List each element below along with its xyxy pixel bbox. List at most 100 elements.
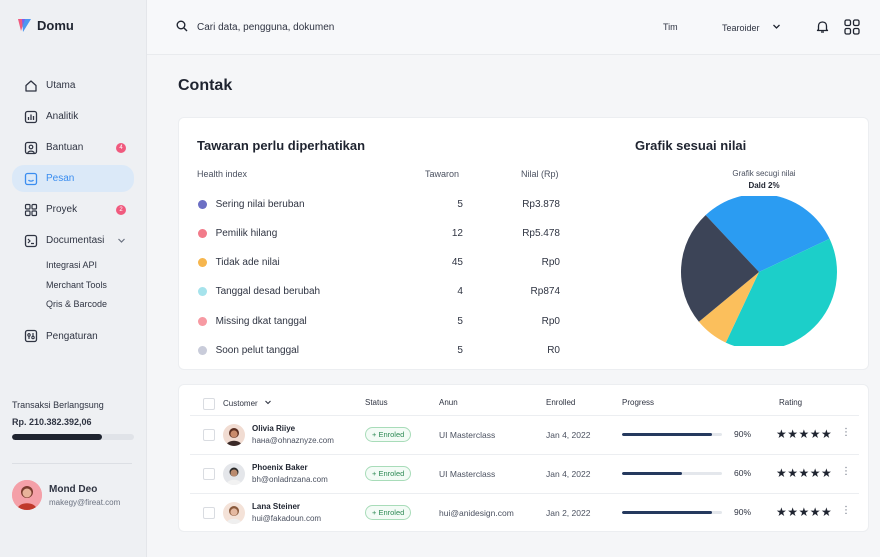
row-value: Rp0 bbox=[541, 256, 560, 268]
legend-dot bbox=[198, 286, 207, 296]
table-row[interactable]: Phoenix Baker bh@onladnzana.com + Enrole… bbox=[179, 455, 869, 493]
pie-slice-1[interactable] bbox=[725, 238, 837, 346]
list-item[interactable]: Pemilik hilang 12 Rp5.478 bbox=[198, 223, 560, 243]
pie-slice-3[interactable] bbox=[681, 215, 759, 322]
customer-name: Olivia Riiye bbox=[252, 424, 296, 433]
avatar bbox=[12, 480, 42, 510]
offers-title: Tawaran perlu diperhatikan bbox=[197, 138, 366, 153]
divider bbox=[190, 415, 859, 416]
domu-logo-icon bbox=[18, 19, 31, 32]
avatar bbox=[223, 463, 245, 485]
row-label: Missing dkat tanggal bbox=[215, 315, 307, 327]
column-header-anun: Anun bbox=[439, 398, 458, 407]
more-vertical-icon[interactable]: ⋮ bbox=[841, 505, 851, 516]
row-count: 5 bbox=[457, 344, 463, 356]
chevron-down-icon bbox=[772, 22, 781, 33]
list-item[interactable]: Soon pelut tanggal 5 R0 bbox=[198, 340, 560, 360]
account-name: Tearoider bbox=[722, 22, 760, 33]
sidebar-item-pesan[interactable]: Pesan bbox=[12, 165, 134, 192]
sidebar-item-label: Documentasi bbox=[46, 235, 105, 246]
divider bbox=[190, 493, 859, 494]
status-badge: + Enroled bbox=[365, 466, 412, 481]
team-link[interactable]: Tim bbox=[663, 22, 678, 32]
pie-chart[interactable] bbox=[679, 196, 839, 346]
row-value: R0 bbox=[547, 344, 560, 356]
sidebar-item-proyek[interactable]: Proyek 2 bbox=[12, 196, 134, 223]
column-header-customer[interactable]: Customer bbox=[223, 398, 272, 408]
column-header-progress: Progress bbox=[622, 398, 655, 407]
chevron-down-icon[interactable] bbox=[117, 236, 126, 248]
list-item[interactable]: Missing dkat tanggal 5 Rp0 bbox=[198, 311, 560, 331]
row-label: Tanggal desad berubah bbox=[215, 285, 321, 297]
more-vertical-icon[interactable]: ⋮ bbox=[841, 466, 851, 477]
account-menu[interactable]: Tearoider bbox=[722, 22, 781, 33]
more-vertical-icon[interactable]: ⋮ bbox=[841, 427, 851, 438]
row-count: 5 bbox=[457, 315, 463, 327]
progress-bar bbox=[622, 433, 722, 436]
row-value: Rp874 bbox=[530, 285, 560, 297]
bell-icon[interactable] bbox=[815, 19, 830, 37]
avatar bbox=[223, 502, 245, 524]
search-bar[interactable]: Cari data, pengguna, dokumen bbox=[176, 20, 334, 35]
rating-stars[interactable]: ★★★★★ bbox=[776, 505, 833, 519]
row-checkbox[interactable] bbox=[203, 429, 215, 441]
row-count: 4 bbox=[457, 285, 463, 297]
row-count: 5 bbox=[457, 198, 463, 210]
customer-name: Phoenix Baker bbox=[252, 463, 308, 472]
pie-slice-0[interactable] bbox=[705, 196, 830, 272]
logo[interactable]: Domu bbox=[17, 17, 74, 33]
subnav-item-qris-barcode[interactable]: Qris & Barcode bbox=[46, 299, 108, 309]
chart-icon bbox=[23, 109, 38, 124]
topbar: Cari data, pengguna, dokumen Tim Tearoid… bbox=[147, 0, 880, 55]
table-row[interactable]: Lana Steiner hui@fakadoun.com + Enroled … bbox=[179, 494, 869, 532]
customer-email: hана@ohnaznyze.com bbox=[252, 436, 334, 445]
list-item[interactable]: Tanggal desad berubah 4 Rp874 bbox=[198, 281, 560, 301]
checkbox[interactable] bbox=[203, 398, 215, 410]
rating-stars[interactable]: ★★★★★ bbox=[776, 427, 833, 441]
sidebar-item-utama[interactable]: Utama bbox=[12, 72, 134, 99]
sidebar-item-documentasi[interactable]: Documentasi bbox=[12, 227, 134, 254]
progress-fill bbox=[622, 472, 682, 475]
app-name: Domu bbox=[37, 17, 74, 33]
divider bbox=[12, 463, 132, 464]
message-icon bbox=[23, 171, 38, 186]
rating-stars[interactable]: ★★★★★ bbox=[776, 466, 833, 480]
sidebar-nav: Utama Analitik Bantuan 4 Pesan Proyek bbox=[12, 72, 134, 354]
enrolled-date: Jan 2, 2022 bbox=[546, 508, 591, 518]
sidebar-item-label: Pengaturan bbox=[46, 330, 98, 342]
anun-value: UI Masterclass bbox=[439, 469, 496, 479]
support-icon bbox=[23, 140, 38, 155]
sidebar-item-pengaturan[interactable]: Pengaturan bbox=[12, 323, 134, 350]
avatar bbox=[223, 424, 245, 446]
sidebar-item-bantuan[interactable]: Bantuan 4 bbox=[12, 134, 134, 161]
enrolled-date: Jan 4, 2022 bbox=[546, 469, 591, 479]
transaction-amount: Rp. 210.382.392,06 bbox=[12, 417, 92, 427]
user-profile[interactable]: Mond Deo makegy@fireat.com bbox=[12, 480, 120, 510]
progress-percent: 90% bbox=[734, 429, 752, 439]
anun-value: hui@anidesign.com bbox=[439, 508, 514, 518]
chart-subtitle: Grafik secugi nilai bbox=[732, 169, 796, 178]
row-checkbox[interactable] bbox=[203, 468, 215, 480]
customer-table: Customer Status Anun Enrolled Progress R… bbox=[178, 384, 869, 532]
column-header-count: Tawaron bbox=[425, 169, 460, 179]
row-checkbox[interactable] bbox=[203, 507, 215, 519]
subnav-item-integrasi-api[interactable]: Integrasi API bbox=[46, 260, 98, 270]
subnav-item-merchant-tools[interactable]: Merchant Tools bbox=[46, 279, 107, 290]
legend-dot bbox=[198, 345, 207, 355]
row-label: Soon pelut tanggal bbox=[215, 344, 299, 356]
column-header-rating: Rating bbox=[779, 398, 803, 407]
chevron-down-icon bbox=[264, 398, 272, 408]
list-item[interactable]: Sering nilai beruban 5 Rp3.878 bbox=[198, 194, 560, 214]
search-input[interactable]: Cari data, pengguna, dokumen bbox=[197, 22, 335, 33]
list-item[interactable]: Tidak ade nilai 45 Rp0 bbox=[198, 252, 560, 272]
documentasi-subnav: Integrasi API Merchant Tools Qris & Barc… bbox=[12, 256, 134, 315]
progress-percent: 90% bbox=[734, 507, 752, 517]
select-all-checkbox[interactable] bbox=[203, 398, 215, 410]
table-row[interactable]: Olivia Riiye hана@ohnaznyze.com + Enrole… bbox=[179, 416, 869, 454]
row-value: Rp5.478 bbox=[522, 227, 560, 239]
notification-badge: 4 bbox=[116, 143, 126, 153]
sidebar-item-label: Utama bbox=[46, 80, 76, 91]
pie-slice-2[interactable] bbox=[698, 272, 759, 343]
apps-grid-icon[interactable] bbox=[844, 19, 860, 38]
sidebar-item-analitik[interactable]: Analitik bbox=[12, 103, 134, 130]
